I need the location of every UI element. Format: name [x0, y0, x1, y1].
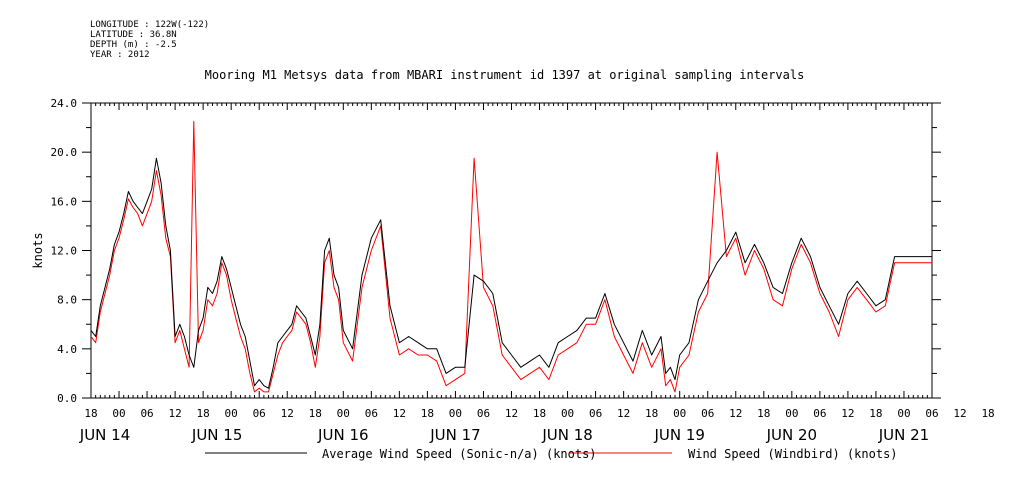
x-hour-label: 06 [253, 407, 266, 420]
x-hour-label: 06 [140, 407, 153, 420]
legend-label-sonic: Average Wind Speed (Sonic-n/a) (knots) [322, 447, 597, 461]
chart-title: Mooring M1 Metsys data from MBARI instru… [204, 68, 805, 82]
x-day-label: JUN 15 [191, 426, 242, 444]
x-hour-label: 12 [953, 407, 966, 420]
x-hour-label: 18 [757, 407, 770, 420]
depth-label: DEPTH (m) : -2.5 [90, 40, 177, 50]
x-hour-label: 00 [112, 407, 125, 420]
x-day-label: JUN 19 [653, 426, 704, 444]
x-hour-label: 18 [645, 407, 658, 420]
x-hour-label: 06 [701, 407, 714, 420]
longitude-label: LONGITUDE : 122W(-122) [90, 20, 210, 30]
x-day-label: JUN 20 [766, 426, 817, 444]
x-hour-label: 06 [365, 407, 378, 420]
x-hour-label: 12 [729, 407, 742, 420]
station-metadata: LONGITUDE : 122W(-122) LATITUDE : 36.8N … [90, 20, 209, 60]
x-hour-label: 12 [393, 407, 406, 420]
x-hour-label: 00 [337, 407, 350, 420]
y-tick-label: 20.0 [51, 146, 78, 159]
y-tick-label: 24.0 [51, 97, 78, 110]
x-hour-label: 18 [84, 407, 97, 420]
plot-frame [90, 102, 933, 399]
x-hour-label: 00 [673, 407, 686, 420]
x-hour-label: 00 [785, 407, 798, 420]
axes: 0.0 4.0 8.0 12.0 16.0 20.0 24.0 knots 18 00 06 12 18… [31, 97, 995, 444]
y-tick-label: 12.0 [51, 245, 78, 258]
x-hour-label: 06 [589, 407, 602, 420]
x-hour-label: 12 [168, 407, 181, 420]
x-hour-label: 00 [449, 407, 462, 420]
y-tick-label: 0.0 [57, 392, 77, 405]
x-hour-label: 18 [309, 407, 322, 420]
y-tick-label: 8.0 [57, 294, 77, 307]
x-hour-label: 12 [505, 407, 518, 420]
y-tick-label: 16.0 [51, 195, 78, 208]
x-hour-label: 12 [281, 407, 294, 420]
year-label: YEAR : 2012 [90, 50, 150, 60]
x-hour-label: 06 [813, 407, 826, 420]
latitude-label: LATITUDE : 36.8N [90, 30, 177, 40]
legend-label-windbird: Wind Speed (Windbird) (knots) [688, 447, 898, 461]
x-hour-label: 12 [617, 407, 630, 420]
x-hour-label: 18 [197, 407, 210, 420]
x-day-label: JUN 18 [541, 426, 592, 444]
x-hour-label: 06 [477, 407, 490, 420]
x-hour-label: 06 [925, 407, 938, 420]
x-hour-label: 00 [561, 407, 574, 420]
y-axis-label: knots [31, 232, 45, 268]
x-hour-label: 12 [841, 407, 854, 420]
series-layer [90, 120, 932, 393]
x-day-label: JUN 16 [317, 426, 368, 444]
x-hour-label: 18 [981, 407, 994, 420]
x-hour-label: 18 [421, 407, 434, 420]
x-hour-label: 00 [897, 407, 910, 420]
x-hour-label: 00 [225, 407, 238, 420]
series-line-sonic [90, 157, 932, 389]
y-tick-label: 4.0 [57, 343, 77, 356]
x-hour-label: 18 [533, 407, 546, 420]
x-hour-label: 18 [869, 407, 882, 420]
series-line-windbird [90, 120, 932, 393]
x-day-label: JUN 17 [429, 426, 480, 444]
x-day-label: JUN 21 [878, 426, 929, 444]
x-day-label: JUN 14 [79, 426, 130, 444]
